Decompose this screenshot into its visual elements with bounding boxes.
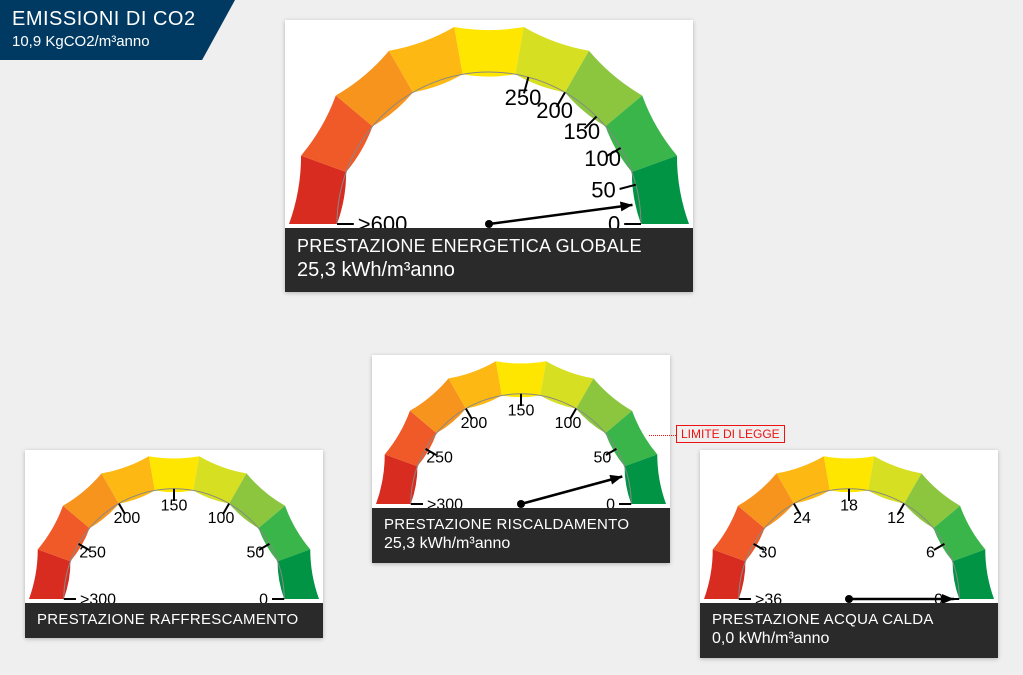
gauge-tick-label: 12: [887, 510, 905, 527]
gauge-tick-label: 100: [208, 510, 235, 527]
gauge-tick-label: 100: [555, 415, 582, 432]
gauge-tick-label: 50: [594, 450, 612, 467]
gauge-dial: >600250200150100500: [285, 20, 693, 228]
co2-value: 10,9 KgCO2/m³anno: [12, 33, 223, 50]
gauge-tick-label: 150: [508, 403, 535, 420]
gauge-caption: PRESTAZIONE RAFFRESCAMENTO: [25, 603, 323, 638]
gauge-tick-label: 0: [259, 592, 268, 603]
gauge-title: PRESTAZIONE ENERGETICA GLOBALE: [297, 236, 681, 257]
gauge-tick-label: 0: [608, 212, 620, 228]
gauge-tick-label: 0: [934, 592, 943, 603]
gauge-title: PRESTAZIONE RISCALDAMENTO: [384, 516, 658, 533]
gauge-tick-label: 0: [606, 497, 615, 508]
gauge-tick-label: >600: [358, 212, 408, 228]
gauge-tick-label: 24: [793, 510, 811, 527]
legal-limit-line: [649, 435, 676, 436]
gauge-tick-label: 150: [563, 119, 600, 144]
gauge-value: 25,3 kWh/m³anno: [297, 259, 681, 282]
gauge-tick-label: 250: [79, 545, 106, 562]
gauge-tick-label: 50: [247, 545, 265, 562]
gauge-value: 25,3 kWh/m³anno: [384, 535, 658, 553]
gauge-caption: PRESTAZIONE RISCALDAMENTO 25,3 kWh/m³anno: [372, 508, 670, 563]
gauge-tick-label: 6: [926, 545, 935, 562]
gauge-dial: >300 250 200 150 100 50 0: [25, 450, 323, 603]
gauge-tick-label: 30: [759, 545, 777, 562]
gauge-global: >600250200150100500PRESTAZIONE ENERGETIC…: [285, 20, 693, 292]
gauge-tick-label: 50: [591, 178, 615, 203]
gauge-tick-label: >300: [427, 497, 463, 508]
co2-title: EMISSIONI DI CO2: [12, 8, 223, 31]
gauge-tick-label: 200: [114, 510, 141, 527]
gauge-heating: >300250200150100500PRESTAZIONE RISCALDAM…: [372, 355, 670, 563]
gauge-cooling: >300 250 200 150 100 50 0 PRESTAZIONE RAFFRESCA…: [25, 450, 323, 638]
co2-emissions-banner: EMISSIONI DI CO2 10,9 KgCO2/m³anno: [0, 0, 235, 60]
gauge-caption: PRESTAZIONE ACQUA CALDA 0,0 kWh/m³anno: [700, 603, 998, 658]
gauge-tick-label: >36: [755, 592, 782, 603]
gauge-tick-label: 250: [426, 450, 453, 467]
gauge-dial: >36 30 24 18 12 6 0: [700, 450, 998, 603]
gauge-title: PRESTAZIONE RAFFRESCAMENTO: [37, 611, 311, 628]
gauge-tick-label: 18: [840, 498, 858, 515]
legal-limit-label: LIMITE DI LEGGE: [676, 425, 785, 443]
gauge-caption: PRESTAZIONE ENERGETICA GLOBALE25,3 kWh/m…: [285, 228, 693, 292]
gauge-hotwater: >36 30 24 18 12 6 0 PRESTAZIONE ACQUA CALDA 0,0 …: [700, 450, 998, 658]
gauge-tick-label: 150: [161, 498, 188, 515]
gauge-tick-label: 200: [461, 415, 488, 432]
gauge-tick-label: >300: [80, 592, 116, 603]
gauge-tick-label: 100: [584, 146, 621, 171]
gauge-dial: >300 250 200 150 100 50 0: [372, 355, 670, 508]
gauge-title: PRESTAZIONE ACQUA CALDA: [712, 611, 986, 628]
gauge-value: 0,0 kWh/m³anno: [712, 630, 986, 648]
